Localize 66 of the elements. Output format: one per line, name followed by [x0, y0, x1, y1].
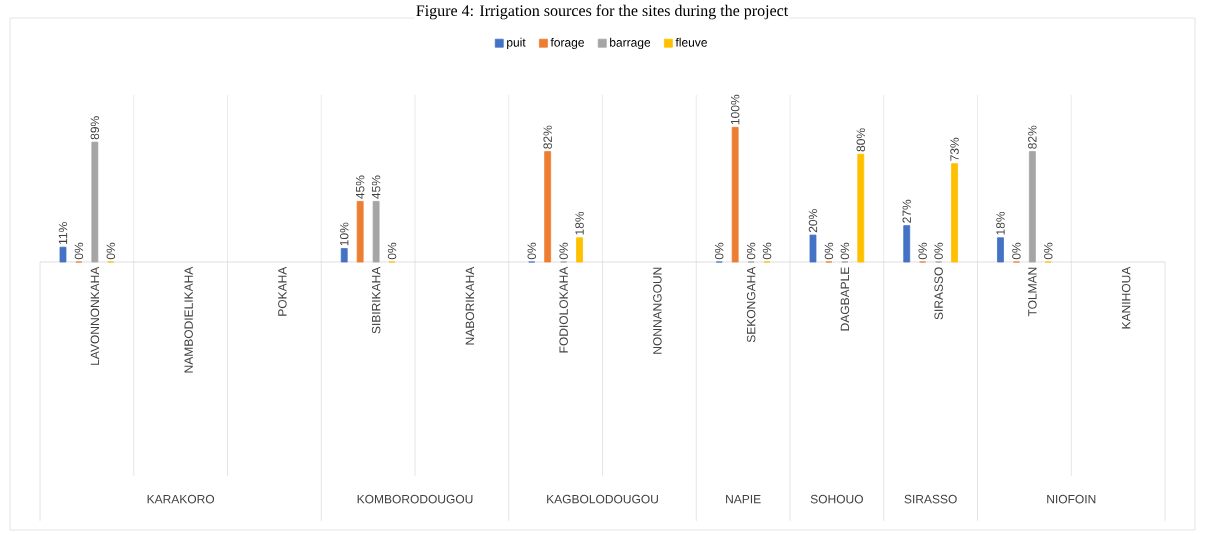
x-tick-label: LAVONNONKAHA	[90, 266, 100, 365]
bar	[372, 200, 380, 263]
data-label: 0%	[746, 242, 756, 260]
text: KOMBORODOUGOU	[357, 494, 473, 504]
chart-title: Figure 4: Irrigation sources for the sites during the project	[416, 4, 789, 20]
data-label: 0%	[762, 242, 772, 260]
bar	[59, 246, 67, 263]
data-label: 89%	[90, 116, 100, 140]
data-label: 0%	[934, 242, 943, 260]
data-label: 18%	[575, 211, 584, 235]
bar	[857, 153, 865, 263]
data-label: 0%	[559, 242, 568, 260]
bar	[809, 234, 817, 263]
data-label: 0%	[1044, 242, 1053, 260]
x-tick-label: FODIOLOKAHA	[559, 266, 568, 353]
bar	[1028, 151, 1036, 263]
data-label: 82%	[1028, 125, 1037, 149]
bar	[91, 141, 99, 263]
legend-label: fleuve	[675, 37, 707, 47]
data-label: 20%	[808, 209, 818, 233]
data-label: 0%	[918, 242, 927, 260]
x-tick-label: SIBIRIKAHA	[371, 266, 381, 334]
bar	[356, 200, 364, 263]
bar	[340, 248, 348, 263]
data-label: 0%	[387, 242, 397, 260]
bar	[576, 237, 583, 263]
data-label: 45%	[371, 175, 381, 199]
data-label: 100%	[730, 94, 740, 125]
data-label: 18%	[996, 211, 1005, 235]
text: SIRASSO	[904, 494, 957, 504]
bar	[951, 163, 958, 263]
x-tick-label: SIRASSO	[934, 267, 943, 320]
text: KARAKORO	[147, 494, 215, 504]
bar	[903, 225, 911, 263]
text: KAGBOLODOUGOU	[547, 494, 658, 504]
data-label: 45%	[355, 175, 365, 199]
bar	[544, 151, 552, 263]
x-tick-label: NAMBODIELIKAHA	[184, 266, 193, 373]
data-label: 80%	[856, 128, 866, 152]
data-label: 0%	[106, 242, 116, 260]
x-tick-label: POKAHA	[278, 266, 287, 316]
x-tick-label: NONNANGOUN	[653, 267, 662, 354]
data-label: 0%	[840, 242, 850, 260]
data-label: 11%	[58, 222, 68, 244]
data-label: 10%	[339, 222, 349, 246]
bar	[731, 126, 739, 263]
legend-label: puit	[507, 37, 526, 50]
data-label: 0%	[824, 242, 834, 260]
legend-label: barrage	[610, 37, 651, 50]
x-tick-label: KANIHOUA	[1121, 266, 1131, 329]
data-label: 82%	[543, 125, 552, 149]
text: NAPIE	[726, 495, 761, 504]
data-label: 27%	[902, 199, 911, 223]
x-tick-label: SEKONGAHA	[746, 266, 756, 343]
text: SOHOUO	[810, 494, 863, 504]
bar	[997, 237, 1004, 263]
text: NIOFOIN	[1047, 494, 1096, 504]
x-tick-label: NABORIKAHA	[465, 266, 475, 345]
x-tick-label: TOLMAN	[1028, 267, 1037, 317]
data-label: 0%	[527, 242, 536, 260]
x-tick-label: DAGBAPLE	[840, 267, 850, 331]
data-label: 73%	[950, 137, 959, 161]
data-label: 0%	[714, 242, 724, 260]
legend-label: forage	[550, 37, 584, 50]
data-label: 0%	[1012, 242, 1021, 260]
data-label: 0%	[74, 242, 84, 260]
